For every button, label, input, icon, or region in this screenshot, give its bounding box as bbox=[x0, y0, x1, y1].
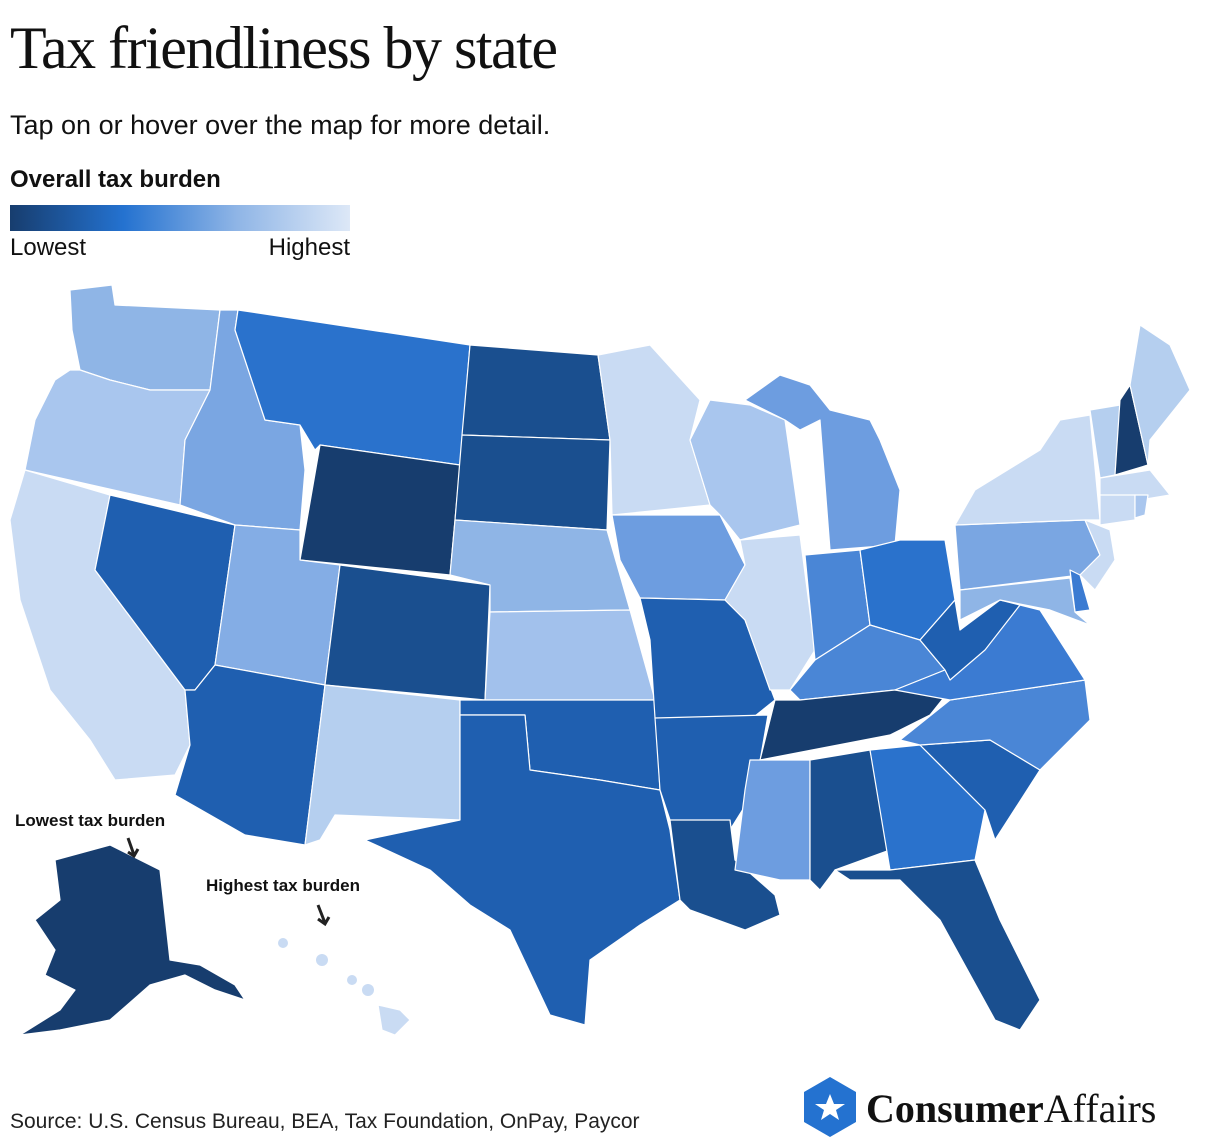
state[interactable] bbox=[689, 399, 801, 541]
brand: ConsumerAffairs bbox=[866, 1086, 1156, 1131]
state[interactable] bbox=[959, 577, 1091, 626]
legend-title: Overall tax burden bbox=[10, 166, 221, 193]
legend-low: Lowest bbox=[10, 234, 86, 261]
hawaii[interactable] bbox=[278, 938, 411, 1036]
state[interactable] bbox=[597, 344, 711, 516]
state[interactable] bbox=[364, 714, 681, 1026]
state[interactable] bbox=[834, 859, 1041, 1031]
annotation-lowest: Lowest tax burden bbox=[15, 811, 165, 830]
brand-bold: Consumer bbox=[866, 1086, 1044, 1131]
state[interactable] bbox=[1134, 494, 1149, 519]
arrow bbox=[316, 904, 331, 927]
legend-bar bbox=[10, 205, 350, 231]
brand-regular: Affairs bbox=[1044, 1086, 1157, 1131]
state[interactable] bbox=[724, 534, 816, 691]
state[interactable] bbox=[611, 514, 746, 601]
state[interactable] bbox=[669, 819, 781, 931]
state[interactable] bbox=[304, 684, 461, 846]
state[interactable] bbox=[484, 609, 656, 701]
legend-high: Highest bbox=[269, 234, 351, 261]
state[interactable] bbox=[954, 414, 1101, 526]
state[interactable] bbox=[1099, 469, 1171, 501]
title: Tax friendliness by state bbox=[10, 15, 556, 81]
source: Source: U.S. Census Bureau, BEA, Tax Fou… bbox=[10, 1110, 640, 1133]
state[interactable] bbox=[454, 434, 611, 531]
state[interactable] bbox=[1079, 519, 1116, 591]
state[interactable] bbox=[19, 844, 246, 1036]
logo: ConsumerAffairs bbox=[804, 1077, 1156, 1137]
logo-star bbox=[815, 1094, 845, 1120]
annotation-highest: Highest tax burden bbox=[206, 876, 360, 895]
state[interactable] bbox=[869, 744, 986, 871]
state[interactable] bbox=[1099, 494, 1136, 526]
state[interactable] bbox=[1129, 324, 1191, 466]
states[interactable] bbox=[9, 284, 1191, 1036]
state[interactable] bbox=[919, 599, 1021, 681]
state[interactable] bbox=[299, 444, 461, 576]
state[interactable] bbox=[174, 664, 326, 846]
arrow bbox=[126, 837, 140, 859]
state[interactable] bbox=[744, 374, 901, 551]
state[interactable] bbox=[324, 564, 491, 701]
subtitle: Tap on or hover over the map for more de… bbox=[10, 110, 550, 140]
state[interactable] bbox=[461, 344, 611, 441]
